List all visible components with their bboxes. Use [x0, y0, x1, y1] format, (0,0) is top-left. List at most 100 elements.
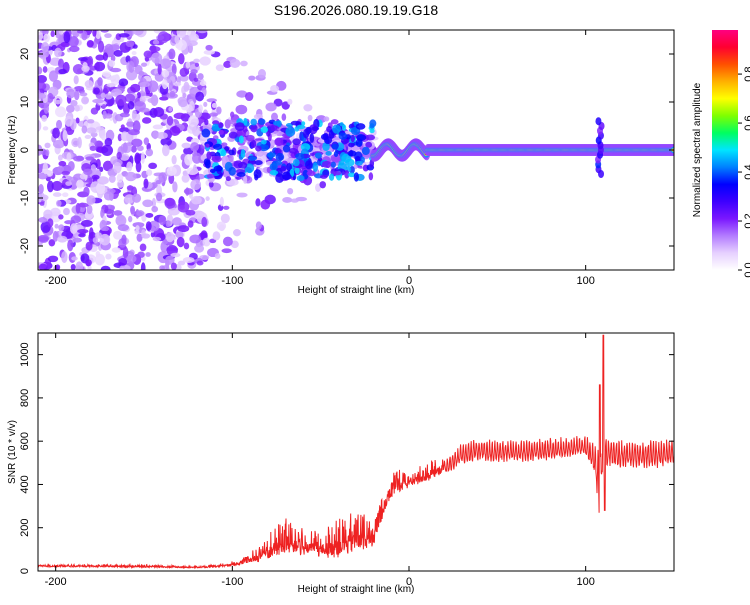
heatmap-cell	[132, 120, 141, 133]
heatmap-cell	[183, 188, 194, 195]
heatmap-cell	[131, 109, 137, 119]
heatmap-cell	[97, 40, 105, 53]
heatmap-cell	[73, 90, 80, 101]
heatmap-cell	[276, 120, 282, 128]
heatmap-cell	[110, 205, 115, 211]
heatmap-cell	[38, 263, 48, 270]
heatmap-cell	[250, 118, 258, 126]
heatmap-cell	[43, 33, 50, 43]
heatmap-cell	[155, 192, 163, 202]
heatmap-cell	[61, 170, 70, 176]
heatmap-cell	[250, 124, 258, 133]
colorbar-label: Normalized spectral amplitude	[692, 82, 703, 217]
heatmap-cell	[270, 112, 279, 121]
heatmap-cell	[208, 181, 214, 188]
heatmap-cell	[292, 138, 301, 146]
heatmap-cell	[145, 148, 154, 157]
heatmap-cell	[292, 158, 300, 167]
heatmap-cell	[365, 134, 376, 141]
heatmap-cell	[56, 200, 62, 207]
heatmap-cell	[320, 133, 329, 141]
colorbar-tick-label: 0.6	[743, 115, 750, 130]
colorbar-tick-label: 0.4	[743, 164, 750, 179]
heatmap-cell	[81, 30, 88, 41]
heatmap-cell	[189, 100, 195, 112]
heatmap-cell	[275, 173, 284, 184]
heatmap-cell	[100, 92, 106, 99]
heatmap-cell	[87, 265, 92, 270]
heatmap-cell	[300, 143, 311, 151]
heatmap-cell	[178, 53, 185, 65]
heatmap-cell	[270, 124, 278, 132]
heatmap-cell	[104, 137, 113, 147]
heatmap-cell	[228, 149, 235, 156]
heatmap-cell	[295, 153, 305, 160]
heatmap-cell	[126, 161, 133, 172]
heatmap-cell	[120, 124, 125, 130]
heatmap-cell	[250, 139, 257, 149]
heatmap-cell	[108, 175, 116, 183]
heatmap-cell	[132, 30, 144, 36]
heatmap-cell	[119, 153, 130, 161]
heatmap-cell	[323, 116, 330, 122]
heatmap-cell	[102, 52, 109, 61]
heatmap-cell	[294, 167, 300, 174]
heatmap-cell	[312, 162, 319, 173]
heatmap-cell	[152, 39, 160, 45]
heatmap-cell	[286, 163, 293, 171]
heatmap-cell	[206, 173, 215, 179]
heatmap-cell	[141, 229, 146, 238]
heatmap-cell	[116, 151, 122, 160]
spectrogram-y-tick-label: 0	[19, 147, 31, 153]
heatmap-cell	[273, 98, 283, 107]
heatmap-cell	[222, 155, 229, 164]
heatmap-cell	[101, 135, 106, 141]
heatmap-cell	[175, 231, 184, 239]
heatmap-cell	[75, 261, 84, 270]
snr-y-tick-label: 200	[19, 519, 31, 537]
heatmap-cell	[77, 228, 89, 234]
heatmap-cell	[347, 150, 357, 157]
heatmap-cell	[177, 201, 190, 213]
heatmap-cell	[330, 161, 336, 168]
heatmap-cell	[282, 144, 291, 153]
snr-y-label: SNR (10 * v/v)	[7, 420, 18, 484]
heatmap-cell	[113, 210, 123, 216]
heatmap-cell	[64, 115, 74, 127]
heatmap-cell	[303, 104, 313, 112]
heatmap-cell	[86, 127, 97, 134]
heatmap-cell	[182, 257, 195, 264]
heatmap-cell	[132, 222, 145, 228]
heatmap-cell	[266, 152, 276, 158]
heatmap-cell	[38, 119, 42, 132]
heatmap-cell	[225, 176, 232, 182]
heatmap-cell	[147, 80, 159, 93]
heatmap-cell	[182, 92, 187, 98]
heatmap-cell	[56, 119, 63, 130]
heatmap-cell	[214, 253, 221, 260]
heatmap-cell	[315, 183, 321, 192]
colorbar-tick-label: 0.2	[743, 213, 750, 228]
heatmap-cell	[221, 248, 232, 254]
heatmap-cell	[121, 234, 127, 245]
heatmap-cell	[137, 251, 145, 258]
heatmap-cell	[66, 104, 75, 113]
heatmap-cell	[81, 125, 88, 134]
heatmap-cell	[280, 165, 287, 172]
heatmap-cell	[77, 136, 82, 149]
heatmap-cell	[113, 161, 122, 174]
heatmap-cell	[79, 173, 88, 180]
heatmap-cell	[218, 122, 223, 129]
heatmap-cell	[145, 212, 154, 218]
snr-x-tick-label: -100	[221, 576, 243, 588]
heatmap-cell	[201, 128, 211, 138]
heatmap-cell	[118, 33, 130, 38]
heatmap-cell	[183, 242, 190, 250]
heatmap-cell	[126, 254, 137, 263]
heatmap-cell	[173, 81, 182, 87]
heatmap-cell	[353, 164, 358, 170]
heatmap-cell	[188, 115, 199, 128]
heatmap-cell	[351, 146, 360, 151]
